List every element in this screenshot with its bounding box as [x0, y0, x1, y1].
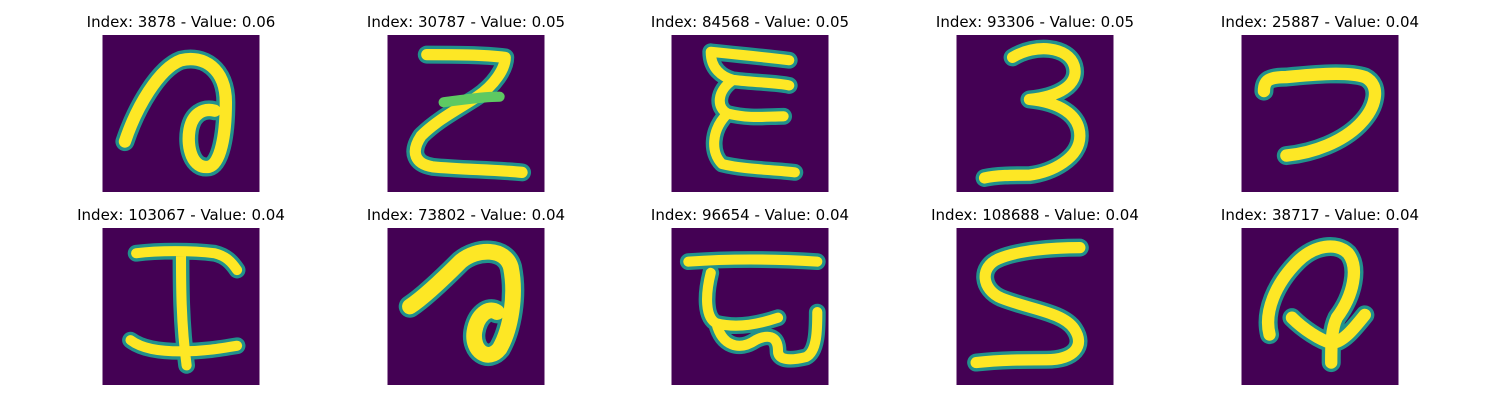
- panel-title: Index: 73802 - Value: 0.04: [366, 206, 566, 224]
- glyph-image: [102, 35, 260, 192]
- glyph-image: [387, 35, 545, 192]
- glyph-image: [102, 228, 260, 385]
- glyph-image: [956, 228, 1114, 385]
- panel-title: Index: 103067 - Value: 0.04: [77, 206, 285, 224]
- panel-title: Index: 30787 - Value: 0.05: [366, 13, 566, 31]
- glyph-image: [671, 35, 829, 192]
- panel-title: Index: 3878 - Value: 0.06: [86, 13, 276, 31]
- panel-title: Index: 25887 - Value: 0.04: [1220, 13, 1420, 31]
- glyph-image: [387, 228, 545, 385]
- panel-title: Index: 96654 - Value: 0.04: [650, 206, 850, 224]
- glyph-image: [956, 35, 1114, 192]
- panel-title: Index: 93306 - Value: 0.05: [935, 13, 1135, 31]
- glyph-image: [1241, 35, 1399, 192]
- panel-title: Index: 38717 - Value: 0.04: [1220, 206, 1420, 224]
- glyph-image: [1241, 228, 1399, 385]
- panel-title: Index: 84568 - Value: 0.05: [650, 13, 850, 31]
- glyph-image: [671, 228, 829, 385]
- panel-title: Index: 108688 - Value: 0.04: [931, 206, 1139, 224]
